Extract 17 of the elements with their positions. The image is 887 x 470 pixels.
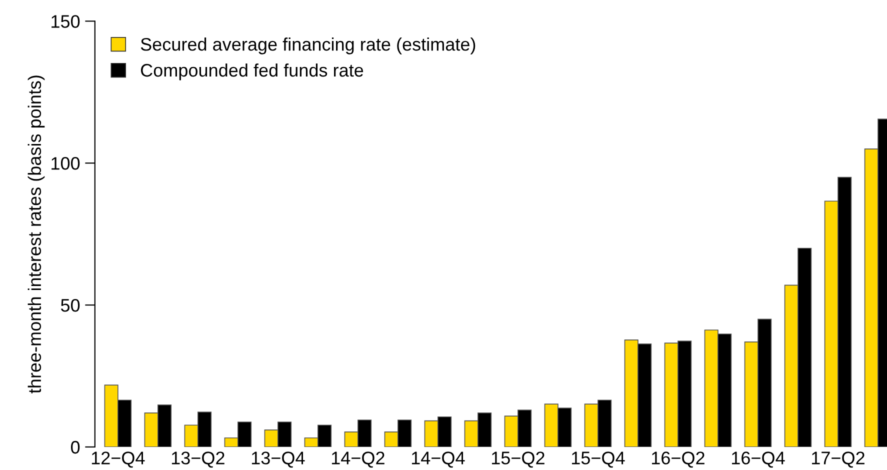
y-axis-title: three-month interest rates (basis points) [28,76,45,394]
x-tick-label: 16−Q4 [732,452,785,468]
x-tick-label: 13−Q2 [172,452,224,468]
x-tick-label: 14−Q2 [332,452,384,468]
y-tick-label: 150 [52,15,80,28]
y-tick-label: 0 [70,440,80,454]
x-tick-label: 15−Q4 [572,452,625,468]
x-tick-label: 14−Q4 [412,452,465,468]
x-tick-label: 16−Q2 [652,452,704,468]
x-tick-label: 15−Q2 [492,452,544,468]
y-tick-label: 100 [52,157,80,170]
y-tick-label: 50 [60,298,80,312]
legend-label: Compounded fed funds rate [140,63,364,80]
x-tick-label: 13−Q4 [252,452,305,468]
x-tick-label: 12−Q4 [92,452,145,468]
x-tick-label: 17−Q2 [812,452,864,468]
legend-label: Secured average financing rate (estimate) [140,37,476,54]
